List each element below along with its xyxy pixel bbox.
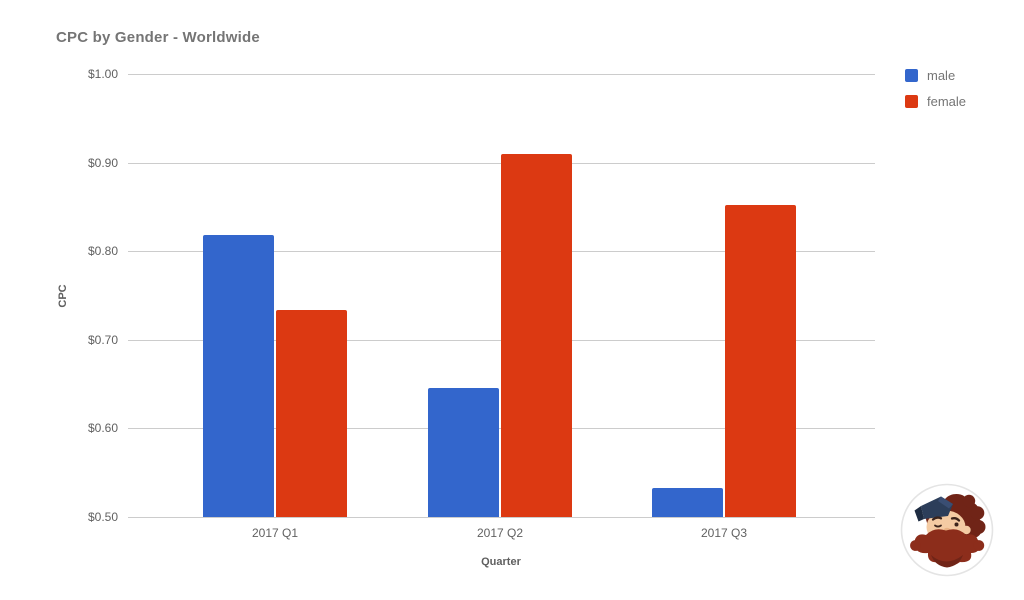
x-axis-tick-label: 2017 Q1	[251, 526, 299, 540]
legend-item-male[interactable]: male	[905, 68, 966, 83]
y-axis-tick-label: $0.50	[87, 510, 118, 524]
male-series-swatch-icon	[905, 69, 918, 82]
legend-item-female[interactable]: female	[905, 94, 966, 109]
y-axis-tick-label: $0.60	[87, 421, 118, 436]
mascot-avatar-logo-icon	[900, 483, 994, 577]
gridline	[128, 517, 875, 518]
x-axis-tick-label: 2017 Q2	[476, 526, 524, 540]
legend-label-female: female	[927, 94, 967, 109]
y-axis-tick-label: $0.90	[87, 155, 118, 170]
y-axis-tick-label: $0.80	[87, 244, 118, 259]
bar-male-2017-q2[interactable]	[428, 387, 499, 517]
x-axis-title: Quarter	[481, 556, 521, 568]
y-axis-tick-label: $1.00	[87, 67, 118, 81]
bar-male-2017-q3[interactable]	[652, 487, 723, 517]
bar-female-2017-q1[interactable]	[276, 309, 347, 517]
bar-female-2017-q2[interactable]	[501, 153, 572, 517]
bar-female-2017-q3[interactable]	[725, 205, 796, 517]
gridline	[128, 74, 875, 75]
y-axis-tick-label: $0.70	[87, 332, 118, 347]
x-axis-tick-label: 2017 Q3	[700, 526, 748, 540]
chart-title: CPC by Gender - Worldwide	[56, 29, 260, 46]
y-axis-title: CPC	[57, 284, 69, 308]
female-series-swatch-icon	[905, 95, 918, 108]
legend-label-male: male	[927, 68, 956, 83]
legend: male female	[905, 68, 966, 109]
bar-male-2017-q1[interactable]	[203, 235, 274, 517]
